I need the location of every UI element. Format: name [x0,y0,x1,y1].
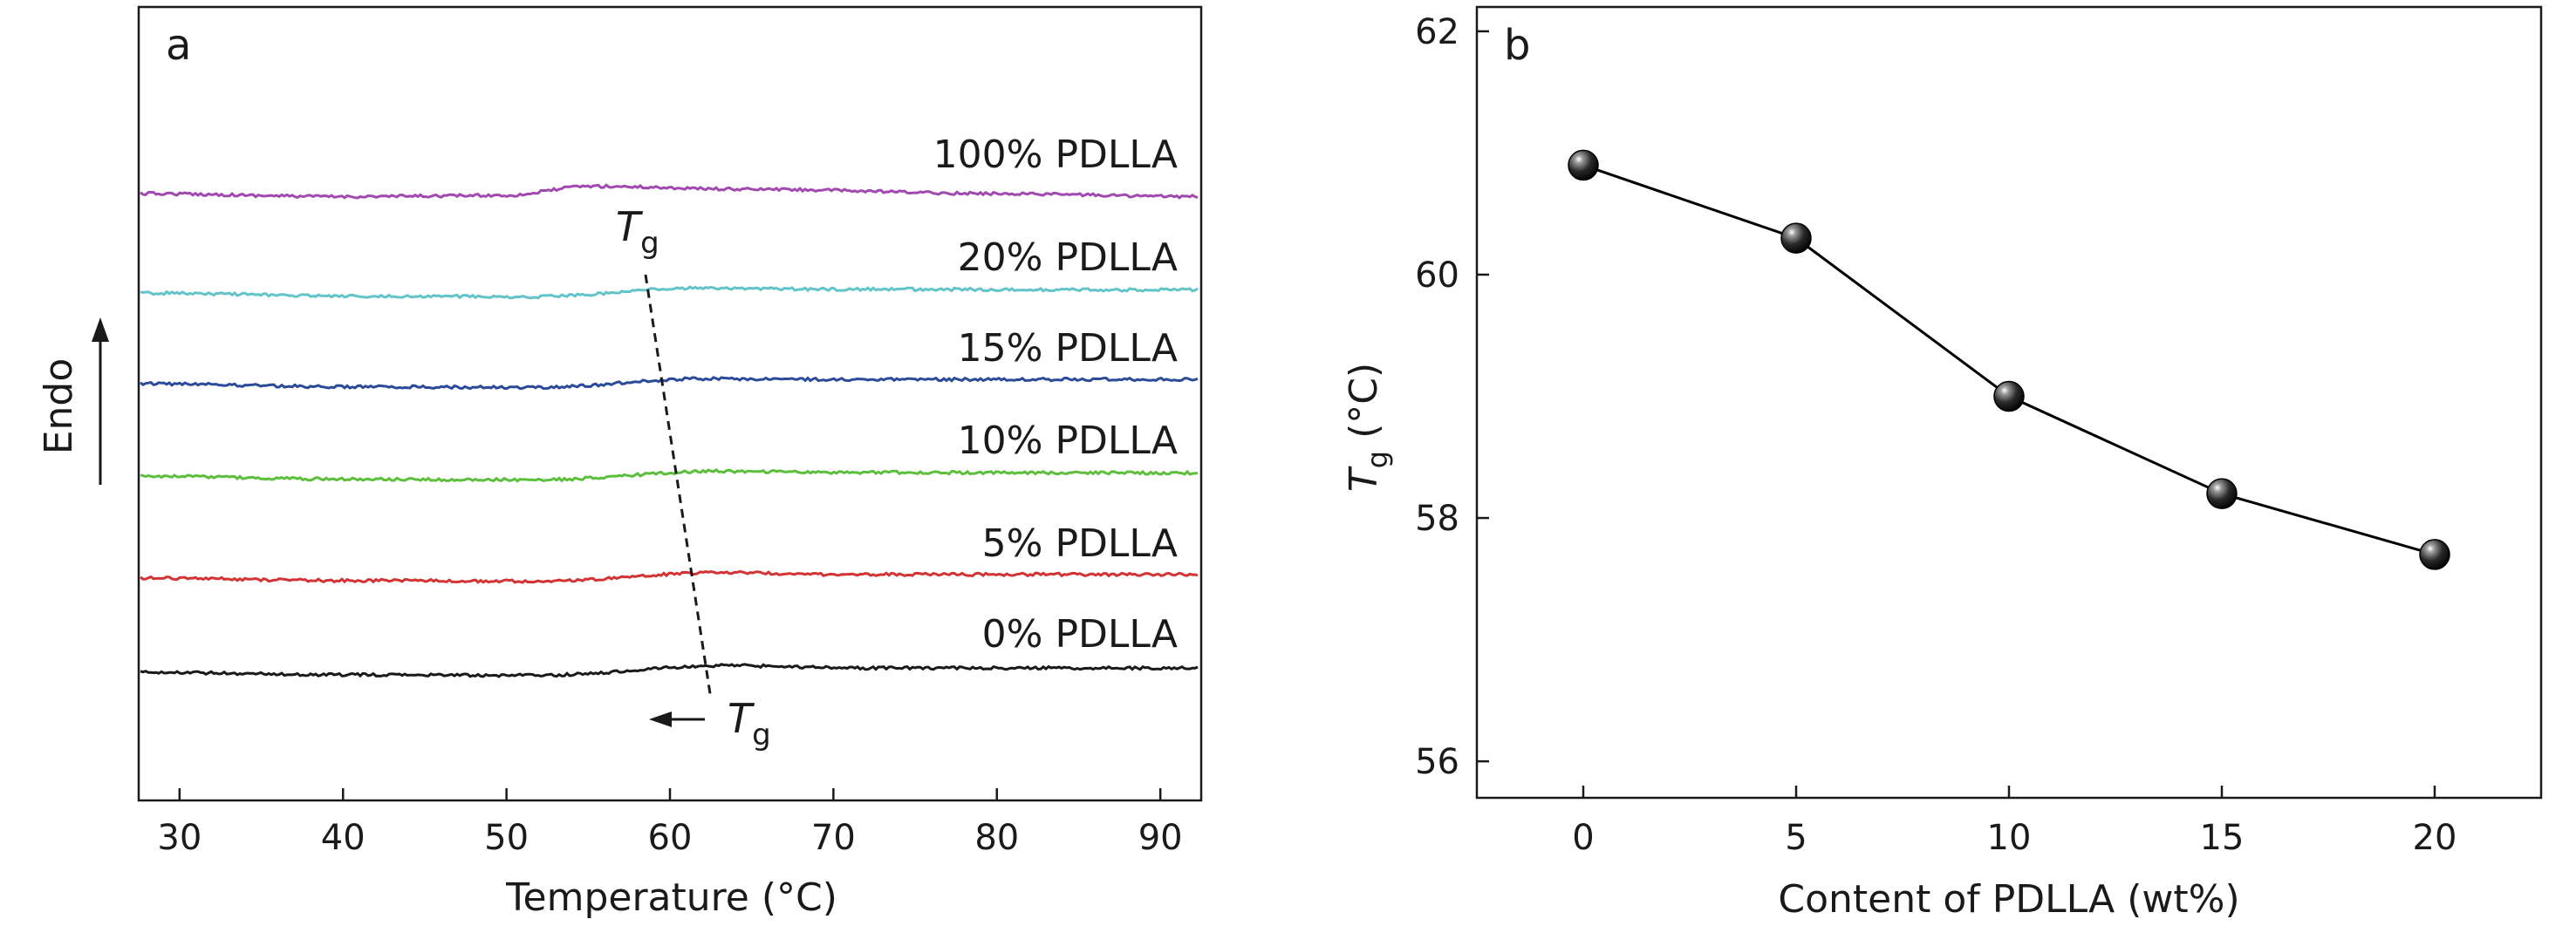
panel-a-x-tick-label: 40 [321,818,366,858]
dsc-curve-20-pdlla [140,285,1199,300]
dsc-curve-5-pdlla [140,569,1199,584]
panel-a-series-labels: 100% PDLLA 20% PDLLA 15% PDLLA 10% PDLLA 5% … [933,133,1178,657]
panel-a-x-tick-label: 50 [484,818,529,858]
endo-arrow-head [92,317,109,342]
tg-shift-arrow-head [649,712,672,727]
panel-b-tg-vs-content: b 0 5 10 15 20 56 58 60 62 Content of PDLLA (wt… [1342,5,2543,922]
series-label: 0% PDLLA [982,612,1178,657]
dsc-curve-15-pdlla [140,376,1199,391]
panel-a-label: a [166,21,191,70]
series-label: 15% PDLLA [958,326,1178,371]
data-point-0wt [1568,149,1599,181]
panel-b-y-axis: 56 58 60 62 [1415,12,1489,782]
panel-b-x-tick-label: 10 [1987,818,2032,858]
data-point-15wt [2206,478,2238,509]
dsc-curve-100-pdlla [140,183,1199,200]
series-label: 10% PDLLA [958,419,1178,463]
series-label: 100% PDLLA [933,133,1178,177]
panel-b-y-axis-title: Tg (°C) [1342,363,1394,492]
panel-b-x-tick-label: 20 [2413,818,2457,858]
data-point-10wt [1993,380,2025,412]
panel-b-x-tick-label: 5 [1785,818,1807,858]
tg-trend-dashed-line [644,274,713,700]
panel-b-x-tick-label: 0 [1572,818,1594,858]
panel-a-x-tick-label: 30 [157,818,202,858]
dsc-curve-0-pdlla [140,663,1199,678]
panel-a-x-axis: 30 40 50 60 70 80 90 [157,788,1183,858]
panel-b-data-points [1568,149,2450,570]
panel-a-x-tick-label: 70 [811,818,856,858]
panel-a-series [140,183,1199,678]
panel-b-y-tick-label: 58 [1415,499,1459,539]
dsc-curve-10-pdlla [140,467,1199,483]
panel-b-y-tick-label: 60 [1415,255,1459,296]
tg-label-bottom: Tg [728,695,771,752]
data-point-5wt [1780,222,1812,254]
panel-b-label: b [1504,21,1530,70]
tg-trend-line [1582,163,2436,556]
panel-b-x-tick-label: 15 [2200,818,2245,858]
panel-a-x-tick-label: 60 [648,818,693,858]
panel-b-y-tick-label: 62 [1415,12,1459,52]
panel-b-x-axis-title: Content of PDLLA (wt%) [1778,877,2239,922]
panel-b-y-tick-label: 56 [1415,742,1459,782]
panel-b-x-axis: 0 5 10 15 20 [1572,786,2456,858]
panel-a-dsc-curves: a 30 40 50 60 70 80 90 Temperature (°C) Endo 1… [37,5,1203,920]
tg-label-top: Tg [616,203,659,261]
series-label: 20% PDLLA [958,235,1178,280]
panel-a-frame [137,5,1203,802]
panel-a-x-tick-label: 90 [1138,818,1183,858]
data-point-20wt [2419,539,2450,570]
panel-a-x-axis-title: Temperature (°C) [505,875,837,920]
series-label: 5% PDLLA [982,521,1178,566]
panel-b-series-line [1582,163,2436,556]
panel-a-x-tick-label: 80 [974,818,1019,858]
panel-a-y-axis-title: Endo [37,358,81,455]
